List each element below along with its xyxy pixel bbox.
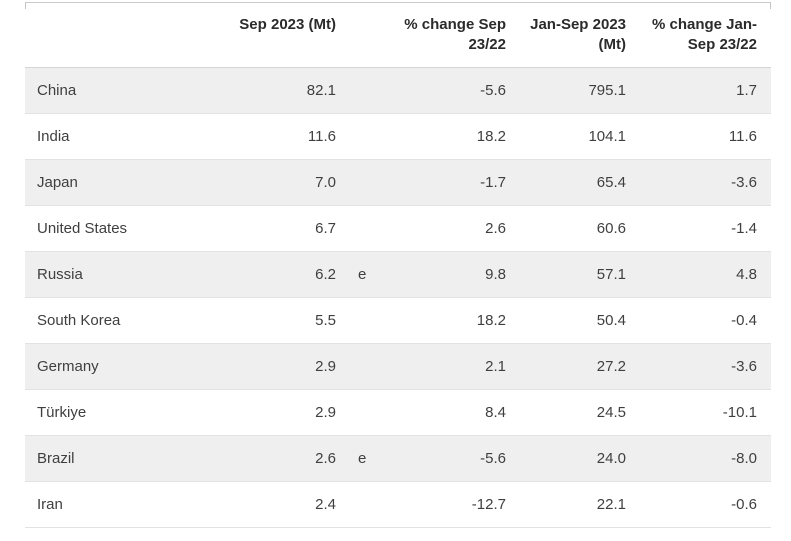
- country-cell: China: [25, 67, 235, 114]
- table-row: Russia 6.2 e 9.8 57.1 4.8: [25, 251, 771, 298]
- pct-change-sep-cell: -5.6: [395, 67, 520, 114]
- country-cell: Iran: [25, 481, 235, 528]
- jan-sep-2023-cell: 57.1: [520, 251, 640, 298]
- sep-2023-cell: 82.1: [235, 67, 350, 114]
- estimate-flag-cell: [350, 67, 395, 114]
- country-cell: Russia: [25, 251, 235, 298]
- estimate-flag-cell: [350, 297, 395, 344]
- pct-change-jan-sep-cell: -3.6: [640, 159, 771, 206]
- pct-change-sep-cell: -5.6: [395, 435, 520, 482]
- country-cell: Japan: [25, 159, 235, 206]
- pct-change-jan-sep-cell: 1.7: [640, 67, 771, 114]
- table-row: South Korea 5.5 18.2 50.4 -0.4: [25, 297, 771, 344]
- estimate-flag-cell: [350, 481, 395, 528]
- pct-change-jan-sep-cell: -0.4: [640, 297, 771, 344]
- sep-2023-cell: 6.7: [235, 205, 350, 252]
- sep-2023-cell: 11.6: [235, 113, 350, 160]
- pct-change-sep-cell: 18.2: [395, 113, 520, 160]
- pct-change-jan-sep-cell: 4.8: [640, 251, 771, 298]
- country-cell: Brazil: [25, 435, 235, 482]
- jan-sep-2023-cell: 24.0: [520, 435, 640, 482]
- pct-change-jan-sep-cell: 11.6: [640, 113, 771, 160]
- pct-change-sep-cell: 9.8: [395, 251, 520, 298]
- pct-change-sep-cell: 8.4: [395, 389, 520, 436]
- pct-change-jan-sep-cell: -8.0: [640, 435, 771, 482]
- pct-change-sep-cell: -1.7: [395, 159, 520, 206]
- jan-sep-2023-cell: 60.6: [520, 205, 640, 252]
- table-body: China 82.1 -5.6 795.1 1.7 India 11.6 18.…: [25, 67, 771, 528]
- table-row: Türkiye 2.9 8.4 24.5 -10.1: [25, 389, 771, 436]
- pct-change-jan-sep-cell: -1.4: [640, 205, 771, 252]
- header-sep-2023: Sep 2023 (Mt): [235, 2, 350, 68]
- estimate-flag-cell: [350, 159, 395, 206]
- sep-2023-cell: 2.9: [235, 389, 350, 436]
- table-row: China 82.1 -5.6 795.1 1.7: [25, 67, 771, 114]
- estimate-flag-cell: [350, 389, 395, 436]
- header-pct-change-jan-sep: % change Jan- Sep 23/22: [640, 2, 771, 68]
- jan-sep-2023-cell: 22.1: [520, 481, 640, 528]
- estimate-flag-cell: e: [350, 435, 395, 482]
- jan-sep-2023-cell: 795.1: [520, 67, 640, 114]
- pct-change-jan-sep-cell: -0.6: [640, 481, 771, 528]
- sep-2023-cell: 2.6: [235, 435, 350, 482]
- jan-sep-2023-cell: 104.1: [520, 113, 640, 160]
- table-row: Japan 7.0 -1.7 65.4 -3.6: [25, 159, 771, 206]
- header-country: [25, 2, 235, 68]
- estimate-flag-cell: [350, 343, 395, 390]
- table-row: Brazil 2.6 e -5.6 24.0 -8.0: [25, 435, 771, 482]
- jan-sep-2023-cell: 24.5: [520, 389, 640, 436]
- table-row: Iran 2.4 -12.7 22.1 -0.6: [25, 481, 771, 528]
- production-table: Sep 2023 (Mt) % change Sep 23/22 Jan-Sep…: [25, 2, 771, 528]
- pct-change-sep-cell: -12.7: [395, 481, 520, 528]
- estimate-flag-cell: [350, 205, 395, 252]
- header-jan-sep-2023: Jan-Sep 2023 (Mt): [520, 2, 640, 68]
- header-flag: [350, 2, 395, 68]
- jan-sep-2023-cell: 27.2: [520, 343, 640, 390]
- country-cell: Türkiye: [25, 389, 235, 436]
- table-row: Germany 2.9 2.1 27.2 -3.6: [25, 343, 771, 390]
- table-row: India 11.6 18.2 104.1 11.6: [25, 113, 771, 160]
- country-cell: India: [25, 113, 235, 160]
- country-cell: Germany: [25, 343, 235, 390]
- estimate-flag-cell: [350, 113, 395, 160]
- sep-2023-cell: 7.0: [235, 159, 350, 206]
- pct-change-sep-cell: 2.1: [395, 343, 520, 390]
- production-table-container: Sep 2023 (Mt) % change Sep 23/22 Jan-Sep…: [25, 2, 771, 528]
- pct-change-jan-sep-cell: -10.1: [640, 389, 771, 436]
- jan-sep-2023-cell: 65.4: [520, 159, 640, 206]
- estimate-flag-cell: e: [350, 251, 395, 298]
- table-header-row: Sep 2023 (Mt) % change Sep 23/22 Jan-Sep…: [25, 2, 771, 68]
- jan-sep-2023-cell: 50.4: [520, 297, 640, 344]
- pct-change-sep-cell: 2.6: [395, 205, 520, 252]
- table-row: United States 6.7 2.6 60.6 -1.4: [25, 205, 771, 252]
- sep-2023-cell: 2.4: [235, 481, 350, 528]
- sep-2023-cell: 2.9: [235, 343, 350, 390]
- sep-2023-cell: 6.2: [235, 251, 350, 298]
- country-cell: United States: [25, 205, 235, 252]
- pct-change-jan-sep-cell: -3.6: [640, 343, 771, 390]
- pct-change-sep-cell: 18.2: [395, 297, 520, 344]
- header-pct-change-sep: % change Sep 23/22: [395, 2, 520, 68]
- country-cell: South Korea: [25, 297, 235, 344]
- sep-2023-cell: 5.5: [235, 297, 350, 344]
